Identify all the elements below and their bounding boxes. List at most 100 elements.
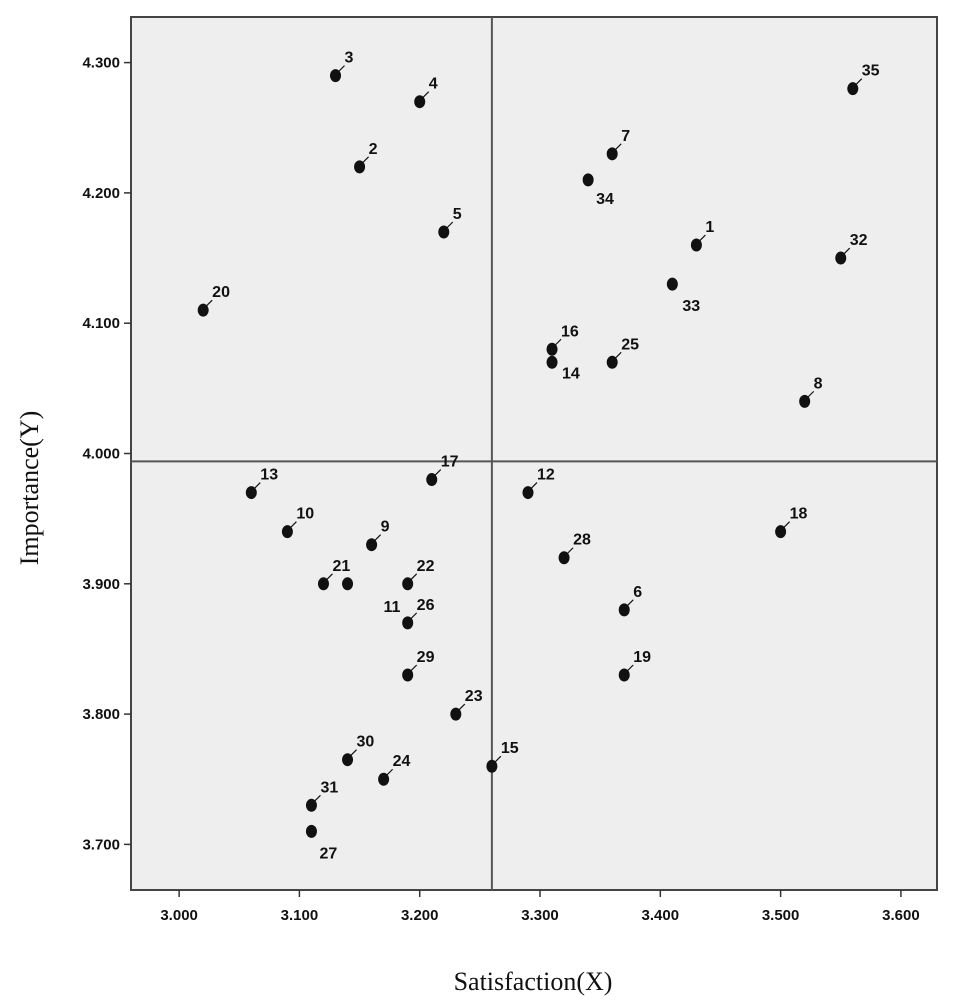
- label-leader-1: [698, 234, 706, 242]
- x-tick-label: 3.000: [160, 907, 198, 924]
- data-point-22: [402, 577, 414, 591]
- point-label-6: 6: [633, 584, 642, 601]
- point-label-7: 7: [621, 128, 630, 145]
- point-label-8: 8: [814, 375, 823, 392]
- plot-area: [130, 16, 938, 891]
- label-leader-31: [314, 794, 321, 802]
- label-leader-22: [410, 573, 418, 581]
- y-tick-label: 4.200: [82, 185, 120, 202]
- point-label-33: 33: [682, 298, 700, 315]
- point-label-34: 34: [596, 191, 614, 208]
- label-leader-2: [362, 156, 369, 164]
- point-label-35: 35: [862, 63, 880, 80]
- label-leader-29: [410, 664, 418, 672]
- data-point-7: [606, 147, 618, 161]
- point-label-4: 4: [429, 76, 438, 93]
- point-label-19: 19: [633, 649, 651, 666]
- point-label-10: 10: [296, 506, 314, 523]
- x-tick-label: 3.100: [281, 907, 319, 924]
- label-leader-17: [434, 469, 442, 476]
- point-label-16: 16: [561, 323, 579, 340]
- label-leader-5: [446, 221, 454, 229]
- label-leader-28: [566, 547, 574, 555]
- data-point-25: [606, 355, 618, 369]
- point-label-20: 20: [212, 284, 230, 301]
- y-tick-label: 3.900: [82, 576, 120, 593]
- point-label-24: 24: [393, 753, 411, 770]
- x-tick-label: 3.500: [762, 907, 800, 924]
- data-point-31: [305, 798, 317, 812]
- label-leader-30: [350, 749, 357, 757]
- label-leader-12: [530, 482, 538, 490]
- point-label-32: 32: [850, 232, 868, 249]
- data-point-28: [558, 551, 570, 565]
- point-label-25: 25: [621, 336, 639, 353]
- label-leader-10: [289, 521, 297, 529]
- data-point-18: [775, 525, 787, 539]
- x-axis-title: Satisfaction(X): [454, 967, 613, 996]
- point-label-13: 13: [260, 467, 278, 484]
- label-leader-21: [326, 573, 333, 581]
- point-label-14: 14: [562, 365, 580, 382]
- point-label-21: 21: [332, 558, 350, 575]
- point-label-2: 2: [369, 141, 378, 158]
- label-leader-25: [614, 351, 622, 359]
- data-point-9: [366, 538, 378, 552]
- data-point-8: [799, 394, 811, 408]
- data-point-19: [618, 668, 630, 682]
- point-label-22: 22: [417, 558, 435, 575]
- data-point-6: [618, 603, 630, 617]
- data-point-21: [317, 577, 329, 591]
- label-leader-32: [843, 247, 851, 255]
- data-point-14: [546, 355, 558, 369]
- y-tick-label: 3.700: [82, 836, 120, 853]
- y-tick-label: 4.300: [82, 55, 120, 72]
- point-label-11: 11: [384, 599, 401, 616]
- y-tick-label: 4.100: [82, 315, 120, 332]
- label-leader-6: [626, 599, 634, 607]
- x-tick-label: 3.200: [401, 907, 439, 924]
- data-point-23: [450, 707, 462, 721]
- data-point-11: [342, 577, 354, 591]
- data-point-17: [426, 473, 438, 487]
- point-label-3: 3: [345, 50, 354, 67]
- label-leader-15: [494, 755, 502, 763]
- data-point-27: [305, 824, 317, 838]
- data-points: [197, 69, 859, 838]
- label-leader-19: [626, 664, 634, 672]
- point-label-26: 26: [417, 597, 435, 614]
- label-leader-24: [386, 768, 394, 776]
- data-point-16: [546, 342, 558, 356]
- data-point-10: [281, 525, 293, 539]
- point-label-28: 28: [573, 532, 591, 549]
- point-label-30: 30: [357, 734, 375, 751]
- label-leader-23: [458, 703, 466, 711]
- data-point-2: [354, 160, 366, 174]
- data-point-5: [438, 225, 450, 239]
- x-tick-label: 3.600: [882, 907, 920, 924]
- data-point-4: [414, 95, 426, 109]
- label-leader-20: [205, 299, 213, 307]
- x-tick-label: 3.400: [642, 907, 680, 924]
- point-label-9: 9: [381, 519, 390, 536]
- data-point-20: [197, 303, 209, 317]
- point-label-23: 23: [465, 688, 483, 705]
- label-leader-7: [614, 143, 622, 151]
- label-leader-9: [374, 534, 382, 542]
- data-point-12: [522, 486, 534, 500]
- y-axis-ticks: 3.700 3.800 3.900 4.000 4.100 4.200 4.300: [82, 55, 131, 853]
- y-axis-title: Importance(Y): [15, 411, 44, 565]
- label-leader-18: [783, 521, 791, 529]
- data-point-30: [342, 753, 354, 767]
- point-label-1: 1: [705, 219, 714, 236]
- data-point-24: [378, 772, 390, 786]
- x-axis-ticks: 3.000 3.100 3.200 3.300 3.400 3.500 3.600: [160, 890, 920, 924]
- data-point-26: [402, 616, 414, 630]
- point-label-27: 27: [319, 845, 337, 862]
- point-label-12: 12: [537, 467, 555, 484]
- y-tick-label: 3.800: [82, 706, 120, 723]
- data-point-15: [486, 759, 498, 773]
- label-leader-35: [855, 78, 863, 86]
